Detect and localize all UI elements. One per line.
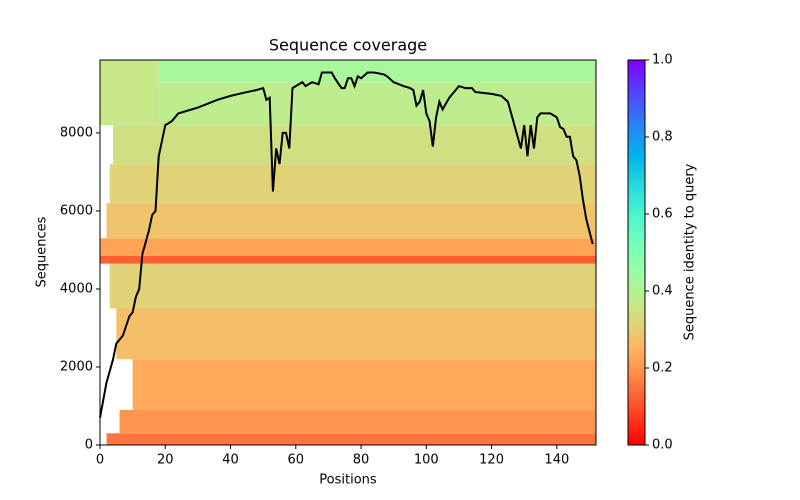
heatmap-band <box>100 238 596 256</box>
colorbar-tick-label: 0.8 <box>652 130 673 145</box>
colorbar-tick-label: 0.2 <box>652 361 673 376</box>
heatmap-band <box>100 60 159 126</box>
y-tick-label: 8000 <box>60 125 93 140</box>
coverage-line <box>99 71 594 418</box>
y-tick-label: 4000 <box>60 281 93 296</box>
x-tick-label: 80 <box>353 453 370 468</box>
heatmap-band <box>106 433 597 445</box>
y-tick-label: 0 <box>85 438 93 453</box>
x-tick-label: 140 <box>544 453 569 468</box>
plot-frame <box>99 59 597 446</box>
y-axis-label: Sequences <box>35 216 50 287</box>
x-tick-label: 60 <box>288 453 305 468</box>
heatmap-band <box>106 203 597 239</box>
heatmap-band <box>100 255 596 264</box>
heatmap-band <box>116 308 596 360</box>
colorbar-tick-label: 0.4 <box>652 284 673 299</box>
x-tick-label: 40 <box>222 453 239 468</box>
x-tick-label: 0 <box>96 453 104 468</box>
colorbar-tick-label: 0.0 <box>652 438 673 453</box>
heatmap-band <box>109 164 596 204</box>
x-tick-label: 100 <box>414 453 439 468</box>
colorbar <box>627 59 646 446</box>
heatmap-band <box>158 60 596 83</box>
heatmap-band <box>119 409 596 434</box>
heatmap-band <box>132 359 596 410</box>
x-tick-label: 20 <box>157 453 174 468</box>
x-axis-label: Positions <box>319 473 377 488</box>
heatmap-band <box>109 263 596 309</box>
colorbar-label: Sequence identity to query <box>683 163 698 340</box>
colorbar-tick-label: 1.0 <box>652 53 673 68</box>
colorbar-tick-label: 0.6 <box>652 207 673 222</box>
chart-title: Sequence coverage <box>269 36 427 55</box>
y-tick-label: 2000 <box>60 359 93 374</box>
heatmap-band <box>158 82 596 126</box>
x-tick-label: 120 <box>479 453 504 468</box>
y-tick-label: 6000 <box>60 203 93 218</box>
